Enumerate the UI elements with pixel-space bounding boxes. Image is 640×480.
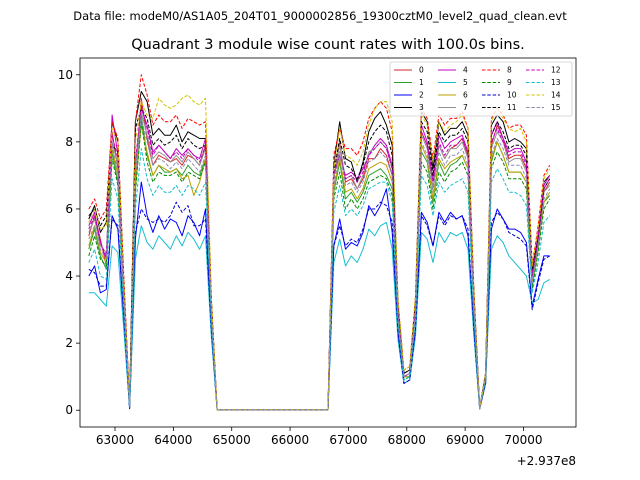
legend-label: 11	[507, 103, 517, 112]
y-tick-label: 8	[65, 135, 73, 149]
legend-label: 13	[551, 78, 561, 87]
series-line-15	[88, 117, 551, 411]
x-tick-label: 70000	[504, 433, 542, 447]
legend-frame	[389, 61, 573, 117]
y-tick-label: 6	[65, 202, 73, 216]
series-lines	[88, 74, 551, 411]
x-offset-label: +2.937e8	[517, 454, 576, 468]
chart-title: Quadrant 3 module wise count rates with …	[131, 37, 525, 53]
legend-label: 4	[463, 66, 468, 75]
legend-label: 15	[551, 103, 561, 112]
axis-ticks: 63000 64000 65000 66000 67000 68000 69000 70000…	[58, 68, 543, 447]
x-tick-label: 67000	[329, 433, 367, 447]
x-tick-label: 64000	[154, 433, 192, 447]
plot-frame	[79, 57, 577, 428]
legend-label: 8	[507, 66, 512, 75]
x-tick-label: 63000	[96, 433, 134, 447]
legend-label: 6	[463, 91, 468, 100]
x-tick-label: 69000	[446, 433, 484, 447]
x-tick-label: 68000	[388, 433, 426, 447]
legend-label: 2	[419, 91, 424, 100]
legend-label: 10	[507, 91, 517, 100]
legend-label: 0	[419, 66, 424, 75]
legend-label: 14	[551, 91, 561, 100]
x-tick-label: 66000	[271, 433, 309, 447]
legend-label: 7	[463, 103, 468, 112]
y-tick-label: 4	[65, 269, 73, 283]
y-tick-label: 0	[65, 403, 73, 417]
legend-label: 9	[507, 78, 512, 87]
series-line-14	[88, 94, 551, 411]
legend-label: 3	[419, 103, 424, 112]
y-tick-label: 10	[58, 68, 73, 82]
legend-label: 1	[419, 78, 424, 87]
legend-label: 5	[463, 78, 468, 87]
legend-label: 12	[551, 66, 561, 75]
y-tick-label: 2	[65, 336, 73, 350]
x-tick-label: 65000	[213, 433, 251, 447]
data-file-suptitle: Data file: modeM0/AS1A05_204T01_90000028…	[73, 9, 567, 23]
